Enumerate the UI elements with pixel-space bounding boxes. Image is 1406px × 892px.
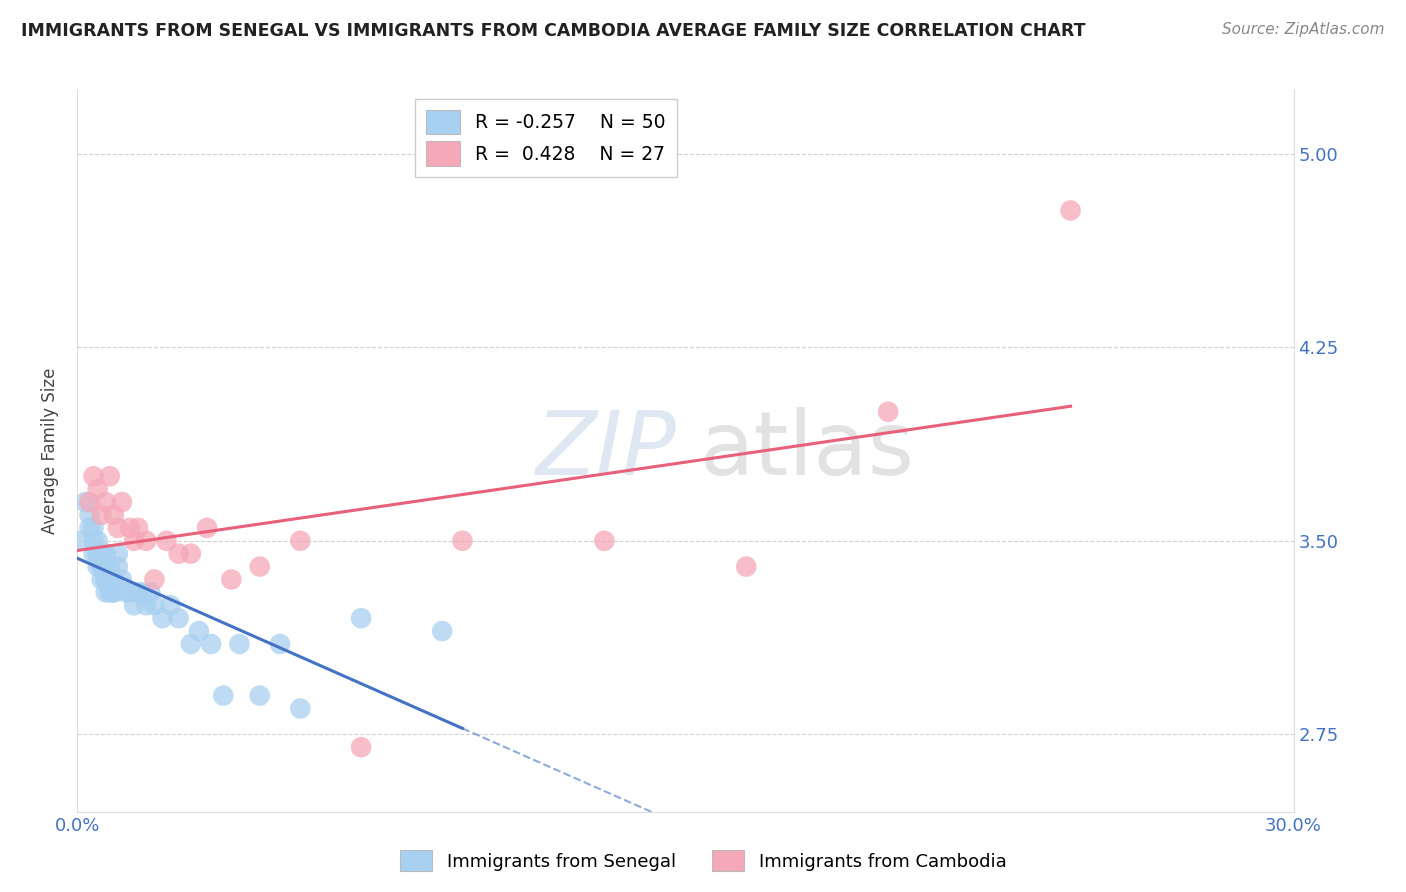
Point bbox=[75, 495, 97, 509]
Point bbox=[127, 521, 149, 535]
Point bbox=[107, 521, 129, 535]
Point bbox=[111, 573, 134, 587]
Point bbox=[94, 585, 117, 599]
Text: Source: ZipAtlas.com: Source: ZipAtlas.com bbox=[1222, 22, 1385, 37]
Point bbox=[249, 559, 271, 574]
Point bbox=[86, 482, 108, 496]
Point bbox=[86, 547, 108, 561]
Point bbox=[118, 521, 141, 535]
Point bbox=[103, 508, 125, 522]
Point bbox=[167, 547, 190, 561]
Point bbox=[103, 585, 125, 599]
Point bbox=[118, 585, 141, 599]
Point bbox=[228, 637, 250, 651]
Point bbox=[159, 599, 181, 613]
Point bbox=[98, 559, 121, 574]
Point bbox=[90, 573, 112, 587]
Point bbox=[269, 637, 291, 651]
Point bbox=[103, 585, 125, 599]
Point bbox=[86, 547, 108, 561]
Point bbox=[167, 611, 190, 625]
Point bbox=[98, 573, 121, 587]
Point bbox=[350, 740, 373, 755]
Point bbox=[143, 573, 166, 587]
Point bbox=[98, 469, 121, 483]
Point bbox=[107, 547, 129, 561]
Point bbox=[180, 637, 202, 651]
Point bbox=[735, 559, 758, 574]
Point bbox=[94, 559, 117, 574]
Point bbox=[90, 547, 112, 561]
Point bbox=[877, 405, 900, 419]
Point bbox=[180, 547, 202, 561]
Point bbox=[94, 573, 117, 587]
Legend: R = -0.257    N = 50, R =  0.428    N = 27: R = -0.257 N = 50, R = 0.428 N = 27 bbox=[415, 99, 676, 177]
Point bbox=[115, 585, 138, 599]
Point bbox=[79, 521, 101, 535]
Point bbox=[135, 533, 157, 548]
Point bbox=[195, 521, 218, 535]
Point bbox=[122, 533, 145, 548]
Point bbox=[290, 533, 312, 548]
Point bbox=[143, 599, 166, 613]
Point bbox=[139, 585, 162, 599]
Point bbox=[221, 573, 243, 587]
Point bbox=[212, 689, 235, 703]
Text: atlas: atlas bbox=[699, 407, 915, 494]
Point bbox=[122, 599, 145, 613]
Point bbox=[249, 689, 271, 703]
Point bbox=[83, 469, 105, 483]
Point bbox=[83, 533, 105, 548]
Point bbox=[103, 573, 125, 587]
Point bbox=[107, 559, 129, 574]
Point bbox=[451, 533, 474, 548]
Point bbox=[290, 701, 312, 715]
Point bbox=[98, 585, 121, 599]
Point bbox=[111, 495, 134, 509]
Point bbox=[90, 559, 112, 574]
Point bbox=[131, 585, 153, 599]
Point bbox=[83, 521, 105, 535]
Point bbox=[90, 508, 112, 522]
Legend: Immigrants from Senegal, Immigrants from Cambodia: Immigrants from Senegal, Immigrants from… bbox=[392, 843, 1014, 879]
Point bbox=[593, 533, 616, 548]
Point bbox=[94, 547, 117, 561]
Point bbox=[188, 624, 211, 639]
Point bbox=[70, 533, 93, 548]
Text: IMMIGRANTS FROM SENEGAL VS IMMIGRANTS FROM CAMBODIA AVERAGE FAMILY SIZE CORRELAT: IMMIGRANTS FROM SENEGAL VS IMMIGRANTS FR… bbox=[21, 22, 1085, 40]
Text: ZIP: ZIP bbox=[536, 408, 676, 493]
Y-axis label: Average Family Size: Average Family Size bbox=[41, 368, 59, 533]
Point bbox=[79, 508, 101, 522]
Point bbox=[86, 559, 108, 574]
Point bbox=[350, 611, 373, 625]
Point bbox=[90, 559, 112, 574]
Point bbox=[1059, 203, 1081, 218]
Point bbox=[94, 495, 117, 509]
Point bbox=[127, 585, 149, 599]
Point bbox=[86, 533, 108, 548]
Point bbox=[152, 611, 174, 625]
Point bbox=[83, 547, 105, 561]
Point bbox=[155, 533, 177, 548]
Point bbox=[200, 637, 222, 651]
Point bbox=[79, 495, 101, 509]
Point bbox=[135, 599, 157, 613]
Point bbox=[94, 573, 117, 587]
Point bbox=[430, 624, 453, 639]
